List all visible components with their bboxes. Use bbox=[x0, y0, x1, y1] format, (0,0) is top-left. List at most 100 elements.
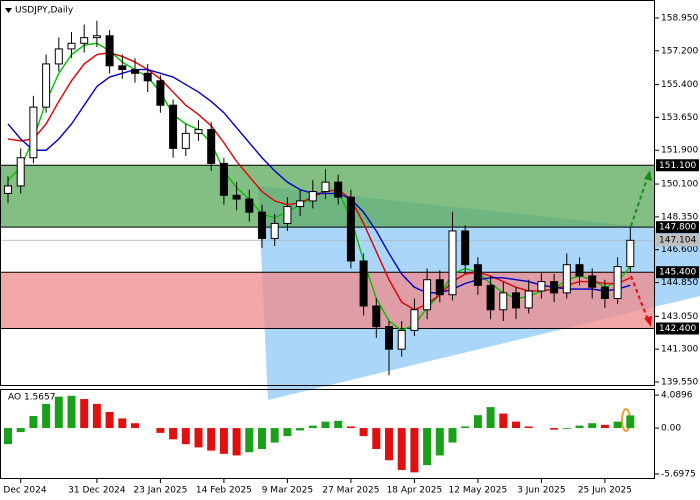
ao-bar bbox=[258, 428, 266, 449]
ao-bar bbox=[461, 426, 470, 429]
y-tick-label: 146.600 bbox=[661, 245, 698, 255]
ao-bar bbox=[296, 428, 305, 431]
candle-body bbox=[42, 63, 51, 108]
candle-body bbox=[245, 198, 254, 213]
level-label-box bbox=[656, 234, 699, 247]
x-tick-label: 31 Dec 2024 bbox=[68, 486, 126, 496]
y-tick-label: 153.650 bbox=[661, 113, 698, 123]
candle-body bbox=[613, 266, 622, 299]
ao-bar bbox=[232, 428, 241, 456]
ao-bar bbox=[512, 421, 520, 429]
candle-body bbox=[461, 230, 470, 266]
ao-bar bbox=[4, 428, 12, 445]
menu-icon bbox=[5, 8, 12, 13]
candle-body bbox=[359, 260, 368, 307]
candle-body bbox=[270, 222, 279, 239]
ao-bar bbox=[181, 428, 190, 445]
ao-bar bbox=[385, 428, 393, 461]
candle-body bbox=[321, 181, 330, 193]
level-label: 147.800 bbox=[659, 223, 696, 233]
candle-body bbox=[334, 181, 343, 198]
level-label-box bbox=[656, 322, 699, 335]
y-tick-label: 144.850 bbox=[661, 278, 698, 288]
x-tick-label: 6 Dec 2024 bbox=[0, 486, 47, 496]
ao-bar bbox=[486, 407, 495, 429]
ao-bar bbox=[283, 428, 292, 437]
moving-average bbox=[7, 68, 631, 294]
candle-body bbox=[448, 230, 457, 296]
level-label: 151.100 bbox=[659, 161, 696, 171]
candle-body bbox=[550, 281, 559, 294]
ao-bar bbox=[308, 425, 317, 429]
candle-body bbox=[588, 275, 597, 288]
y-tick-label: 150.100 bbox=[661, 180, 698, 190]
candle-body bbox=[232, 194, 241, 200]
candle-body bbox=[512, 292, 520, 309]
ao-tick-label: 0.00 bbox=[661, 424, 681, 434]
candle-body bbox=[524, 290, 533, 309]
ao-bar bbox=[54, 396, 63, 429]
candle-body bbox=[105, 35, 114, 67]
ao-bar bbox=[169, 428, 178, 440]
candle-body bbox=[575, 264, 584, 277]
x-tick-label: 3 Jun 2025 bbox=[517, 486, 565, 496]
y-tick-label: 151.900 bbox=[661, 146, 698, 156]
forecast-arrows bbox=[621, 170, 652, 432]
ao-bar bbox=[105, 411, 114, 429]
down-arrow-head bbox=[644, 316, 652, 327]
candle-body bbox=[486, 284, 495, 311]
ao-bar bbox=[219, 428, 228, 454]
y-tick-label: 155.400 bbox=[661, 80, 698, 90]
ao-bar bbox=[410, 428, 419, 473]
ao-bar bbox=[359, 428, 368, 437]
ao-bar bbox=[67, 395, 76, 429]
level-label: 147.104 bbox=[659, 236, 696, 246]
ao-bar bbox=[270, 428, 279, 443]
candle-body bbox=[499, 292, 508, 311]
ao-bar bbox=[562, 428, 571, 429]
x-tick-label: 14 Feb 2025 bbox=[196, 486, 252, 496]
candle-body bbox=[346, 196, 355, 262]
x-tick-label: 25 Jun 2025 bbox=[578, 486, 632, 496]
candle-body bbox=[16, 157, 25, 187]
ao-bar bbox=[16, 428, 25, 433]
zone bbox=[1, 272, 655, 329]
candle-body bbox=[181, 132, 190, 149]
ao-bar bbox=[372, 428, 381, 449]
main-pane bbox=[1, 20, 655, 376]
ao-bar bbox=[626, 415, 635, 429]
x-tick-label: 12 May 2025 bbox=[449, 486, 508, 496]
candle-body bbox=[54, 48, 63, 65]
y-tick-label: 148.350 bbox=[661, 212, 698, 222]
candle-body bbox=[29, 106, 38, 159]
ao-bar bbox=[131, 423, 139, 429]
ao-bar bbox=[321, 421, 330, 429]
main-frame bbox=[0, 0, 655, 386]
ao-bar bbox=[80, 399, 89, 429]
level-label: 145.400 bbox=[659, 268, 696, 278]
ao-bar bbox=[423, 428, 432, 466]
candle-body bbox=[626, 239, 635, 268]
ao-bar bbox=[92, 403, 101, 429]
ao-bar bbox=[42, 403, 51, 429]
candle-body bbox=[219, 162, 228, 196]
ao-bar bbox=[575, 425, 584, 429]
x-tick-label: 23 Jan 2025 bbox=[133, 486, 187, 496]
ao-bar bbox=[600, 424, 609, 429]
ao-bar bbox=[29, 415, 38, 429]
y-tick-label: 158.950 bbox=[661, 13, 698, 23]
ao-bar bbox=[613, 421, 622, 429]
candle-body bbox=[169, 104, 178, 149]
down-arrow bbox=[630, 275, 649, 321]
level-label-box bbox=[656, 221, 699, 234]
candle-body bbox=[308, 191, 317, 202]
up-arrow bbox=[630, 175, 649, 227]
candle-body bbox=[385, 326, 393, 350]
ao-tick-label: 4.0896 bbox=[661, 391, 693, 401]
ao-bar bbox=[194, 428, 203, 448]
candle-body bbox=[92, 35, 101, 39]
candle-body bbox=[80, 37, 89, 44]
x-tick-label: 27 Mar 2025 bbox=[322, 486, 379, 496]
up-arrow-head bbox=[644, 170, 652, 181]
